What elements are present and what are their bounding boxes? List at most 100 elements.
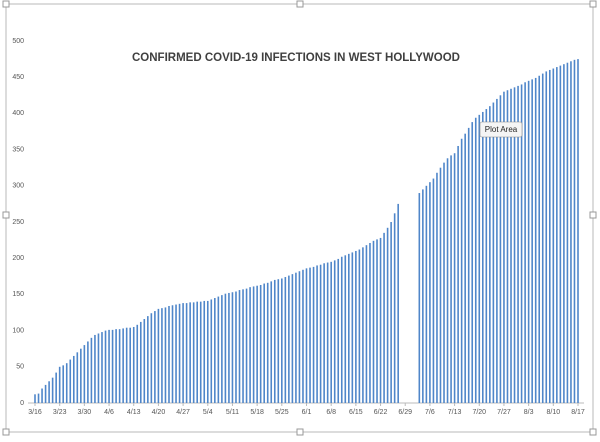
bar <box>259 284 262 403</box>
x-tick-label: 6/15 <box>349 409 363 416</box>
bar <box>210 299 213 403</box>
resize-handle[interactable] <box>589 428 597 436</box>
bar <box>316 265 318 403</box>
bar <box>369 242 371 403</box>
bar <box>453 153 456 403</box>
bar <box>83 345 86 403</box>
bar <box>340 256 343 403</box>
bar <box>80 348 82 403</box>
bar <box>185 303 188 403</box>
bar <box>90 337 93 403</box>
bar <box>365 245 368 403</box>
bar <box>545 71 548 404</box>
resize-handle[interactable] <box>296 428 304 436</box>
x-tick-label: 4/13 <box>127 409 141 416</box>
x-tick-label: 3/30 <box>78 409 92 416</box>
bar <box>464 133 466 403</box>
bar <box>344 255 347 403</box>
bar <box>178 303 181 403</box>
bar <box>355 250 357 403</box>
x-tick-label: 4/27 <box>176 409 190 416</box>
bar <box>284 277 287 403</box>
bar <box>97 333 100 403</box>
bar <box>115 329 117 403</box>
bar <box>291 274 294 403</box>
bar <box>443 162 445 403</box>
bar <box>527 80 530 403</box>
resize-handle[interactable] <box>296 0 304 8</box>
bar <box>295 272 297 403</box>
bar <box>94 334 96 403</box>
bar <box>203 300 206 403</box>
bar <box>125 327 128 403</box>
tooltip-box <box>479 121 523 138</box>
y-tick-label: 450 <box>12 74 24 81</box>
bar <box>249 287 251 403</box>
bar <box>348 253 350 403</box>
y-tick-label: 300 <box>12 183 24 190</box>
bar <box>323 263 325 403</box>
x-tick-label: 5/4 <box>203 409 213 416</box>
x-tick-label: 4/6 <box>104 409 114 416</box>
resize-handle[interactable] <box>2 0 10 8</box>
resize-handle[interactable] <box>2 211 10 219</box>
bar <box>69 359 72 403</box>
bar <box>118 329 121 403</box>
bar <box>489 106 491 403</box>
bar <box>245 288 248 403</box>
bar <box>312 266 315 403</box>
bar <box>132 326 135 403</box>
x-tick-label: 8/17 <box>571 409 585 416</box>
bar <box>397 203 399 403</box>
y-tick-label: 200 <box>12 255 24 262</box>
bar <box>199 301 202 403</box>
x-tick-label: 7/27 <box>497 409 511 416</box>
bar <box>556 67 558 404</box>
resize-handle[interactable] <box>589 0 597 8</box>
bar <box>351 252 354 403</box>
bar <box>552 68 555 404</box>
resize-handle[interactable] <box>589 211 597 219</box>
x-tick-label: 7/6 <box>425 409 435 416</box>
bar <box>362 247 364 403</box>
bar <box>139 321 142 403</box>
bar <box>386 227 389 403</box>
bar <box>577 59 579 403</box>
bar <box>37 393 40 403</box>
bar <box>111 329 114 403</box>
bar <box>358 249 361 403</box>
bar <box>573 59 576 403</box>
bar <box>520 84 523 403</box>
bar <box>305 268 308 403</box>
bar <box>570 61 572 403</box>
resize-handle[interactable] <box>2 428 10 436</box>
bar <box>319 264 322 403</box>
bar <box>108 329 110 403</box>
bar <box>154 311 156 403</box>
bar <box>41 388 43 403</box>
bar <box>510 88 512 403</box>
bar <box>217 296 220 403</box>
bar <box>439 167 442 403</box>
bar <box>101 332 103 403</box>
x-tick-label: 3/23 <box>53 409 67 416</box>
x-tick-label: 7/20 <box>472 409 486 416</box>
bar <box>266 282 269 403</box>
bar <box>72 355 75 403</box>
bar <box>460 138 463 404</box>
x-tick-label: 5/25 <box>275 409 289 416</box>
bar <box>277 279 280 403</box>
bar <box>228 292 230 403</box>
bar <box>524 82 526 403</box>
bar <box>457 145 459 404</box>
bar <box>496 98 498 404</box>
bar <box>418 193 421 403</box>
bar <box>326 262 329 403</box>
bar <box>379 237 382 403</box>
bar <box>214 298 216 403</box>
x-tick-label: 7/13 <box>448 409 462 416</box>
bar <box>383 232 385 403</box>
bar <box>538 75 541 403</box>
bar <box>298 271 301 403</box>
